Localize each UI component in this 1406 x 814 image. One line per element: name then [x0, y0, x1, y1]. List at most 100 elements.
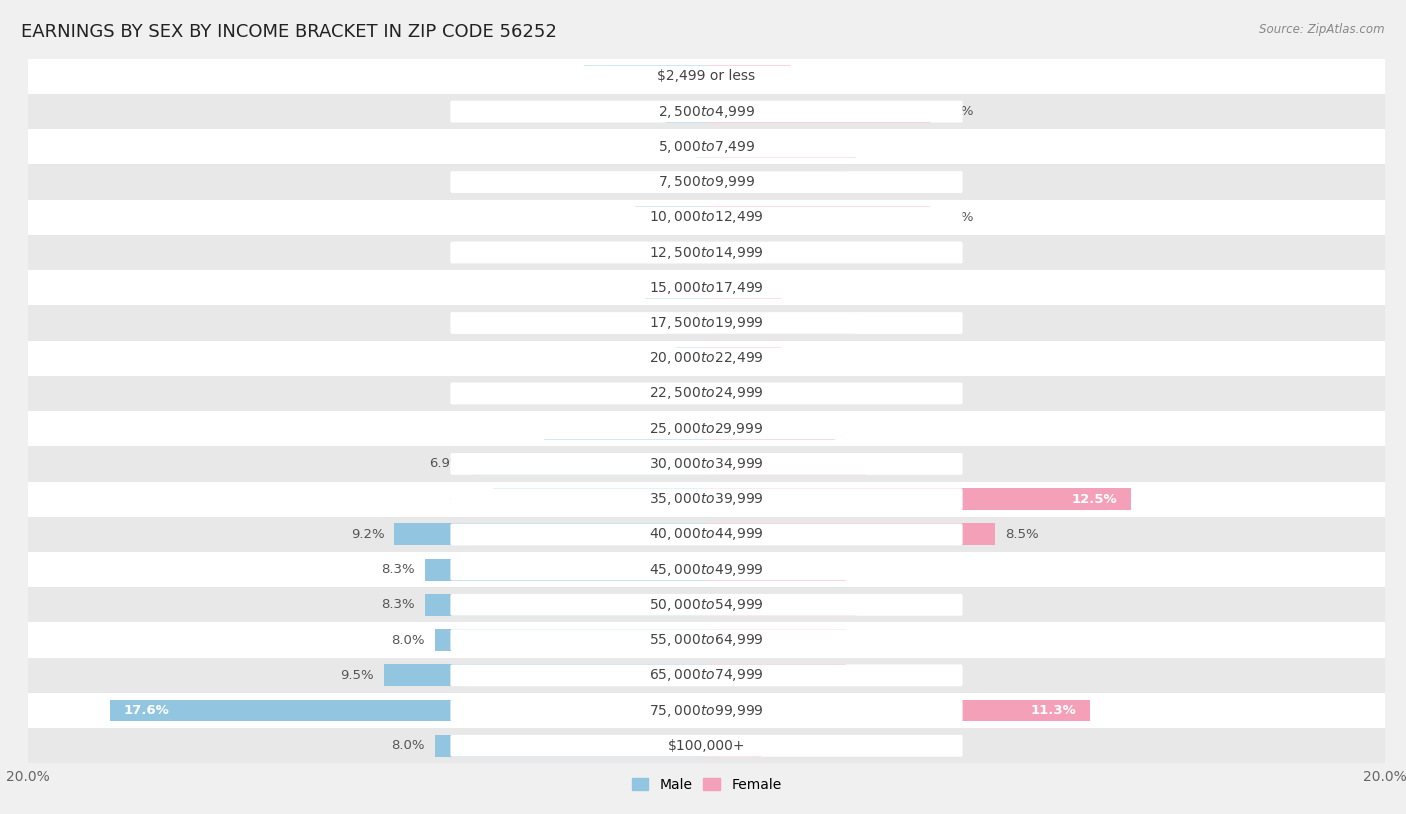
Bar — [28, 305, 1385, 340]
Bar — [28, 729, 1385, 764]
Bar — [707, 735, 761, 757]
Text: 4.1%: 4.1% — [856, 563, 890, 576]
Bar — [707, 523, 995, 545]
Text: $17,500 to $19,999: $17,500 to $19,999 — [650, 315, 763, 331]
Bar — [28, 59, 1385, 94]
Bar — [707, 488, 1130, 510]
Bar — [28, 340, 1385, 376]
FancyBboxPatch shape — [450, 523, 963, 545]
Bar — [707, 558, 845, 580]
Text: 8.0%: 8.0% — [391, 633, 425, 646]
Bar — [676, 348, 707, 369]
FancyBboxPatch shape — [450, 171, 963, 193]
Legend: Male, Female: Male, Female — [626, 772, 787, 797]
Text: 1.6%: 1.6% — [770, 739, 804, 752]
FancyBboxPatch shape — [450, 383, 963, 405]
Bar — [494, 488, 707, 510]
FancyBboxPatch shape — [450, 488, 963, 510]
Bar — [28, 94, 1385, 129]
Text: $7,500 to $9,999: $7,500 to $9,999 — [658, 174, 755, 190]
Text: $30,000 to $34,999: $30,000 to $34,999 — [650, 456, 763, 472]
Bar — [666, 312, 707, 334]
Bar — [707, 171, 845, 193]
Text: $10,000 to $12,499: $10,000 to $12,499 — [650, 209, 763, 225]
Bar — [28, 623, 1385, 658]
Bar — [707, 699, 1090, 721]
FancyBboxPatch shape — [450, 242, 963, 264]
Text: 4.1%: 4.1% — [856, 176, 890, 189]
Bar — [707, 277, 782, 299]
Bar — [544, 418, 707, 440]
Bar — [28, 587, 1385, 623]
Bar — [707, 136, 856, 158]
Bar — [707, 348, 782, 369]
Text: 4.7%: 4.7% — [876, 457, 910, 470]
Text: 2.5%: 2.5% — [801, 70, 835, 83]
Bar — [707, 594, 856, 615]
Bar — [28, 517, 1385, 552]
Bar — [645, 277, 707, 299]
Text: $2,500 to $4,999: $2,500 to $4,999 — [658, 103, 755, 120]
Text: 1.5%: 1.5% — [612, 246, 645, 259]
Bar — [425, 558, 707, 580]
FancyBboxPatch shape — [450, 418, 963, 440]
Bar — [28, 693, 1385, 729]
Bar — [707, 242, 876, 264]
Text: 9.5%: 9.5% — [340, 669, 374, 682]
Text: 8.3%: 8.3% — [381, 563, 415, 576]
Text: $45,000 to $49,999: $45,000 to $49,999 — [650, 562, 763, 578]
FancyBboxPatch shape — [450, 735, 963, 757]
FancyBboxPatch shape — [450, 699, 963, 721]
Text: $20,000 to $22,499: $20,000 to $22,499 — [650, 350, 763, 366]
Text: $15,000 to $17,499: $15,000 to $17,499 — [650, 280, 763, 295]
Text: 0.89%: 0.89% — [624, 352, 666, 365]
Text: 12.5%: 12.5% — [1071, 492, 1116, 505]
Text: $12,500 to $14,999: $12,500 to $14,999 — [650, 244, 763, 260]
Text: $75,000 to $99,999: $75,000 to $99,999 — [650, 702, 763, 719]
Bar — [28, 270, 1385, 305]
Text: 6.6%: 6.6% — [941, 211, 974, 224]
Bar — [28, 552, 1385, 587]
FancyBboxPatch shape — [450, 629, 963, 651]
FancyBboxPatch shape — [450, 207, 963, 228]
Text: 1.8%: 1.8% — [602, 282, 636, 294]
Text: 4.1%: 4.1% — [856, 669, 890, 682]
Text: $55,000 to $64,999: $55,000 to $64,999 — [650, 632, 763, 648]
Bar — [395, 523, 707, 545]
Bar — [707, 383, 811, 405]
Text: 2.2%: 2.2% — [792, 282, 825, 294]
Text: 4.8%: 4.8% — [501, 422, 533, 435]
Bar — [425, 594, 707, 615]
Text: 11.3%: 11.3% — [1031, 704, 1076, 717]
Bar — [707, 207, 931, 228]
Bar — [585, 65, 707, 87]
Text: 8.3%: 8.3% — [381, 598, 415, 611]
Text: 4.4%: 4.4% — [866, 317, 900, 330]
Bar — [666, 101, 707, 123]
Text: 17.6%: 17.6% — [124, 704, 169, 717]
Bar — [707, 629, 845, 651]
Bar — [28, 446, 1385, 482]
Bar — [472, 453, 707, 475]
Bar — [686, 171, 707, 193]
FancyBboxPatch shape — [450, 65, 963, 87]
Text: 6.9%: 6.9% — [429, 457, 463, 470]
Text: $25,000 to $29,999: $25,000 to $29,999 — [650, 421, 763, 436]
Bar — [707, 664, 845, 686]
Text: $40,000 to $44,999: $40,000 to $44,999 — [650, 527, 763, 542]
Text: 1.2%: 1.2% — [621, 317, 655, 330]
Bar — [110, 699, 707, 721]
Text: 4.4%: 4.4% — [866, 140, 900, 153]
Text: 3.8%: 3.8% — [845, 422, 879, 435]
Bar — [28, 658, 1385, 693]
Bar — [707, 418, 835, 440]
Text: 6.3%: 6.3% — [449, 492, 482, 505]
Text: 0.3%: 0.3% — [652, 140, 686, 153]
Text: $35,000 to $39,999: $35,000 to $39,999 — [650, 491, 763, 507]
Bar — [707, 101, 931, 123]
Text: 0.6%: 0.6% — [643, 176, 676, 189]
Bar — [28, 129, 1385, 164]
Text: 6.6%: 6.6% — [941, 105, 974, 118]
FancyBboxPatch shape — [450, 101, 963, 123]
Bar — [707, 65, 792, 87]
